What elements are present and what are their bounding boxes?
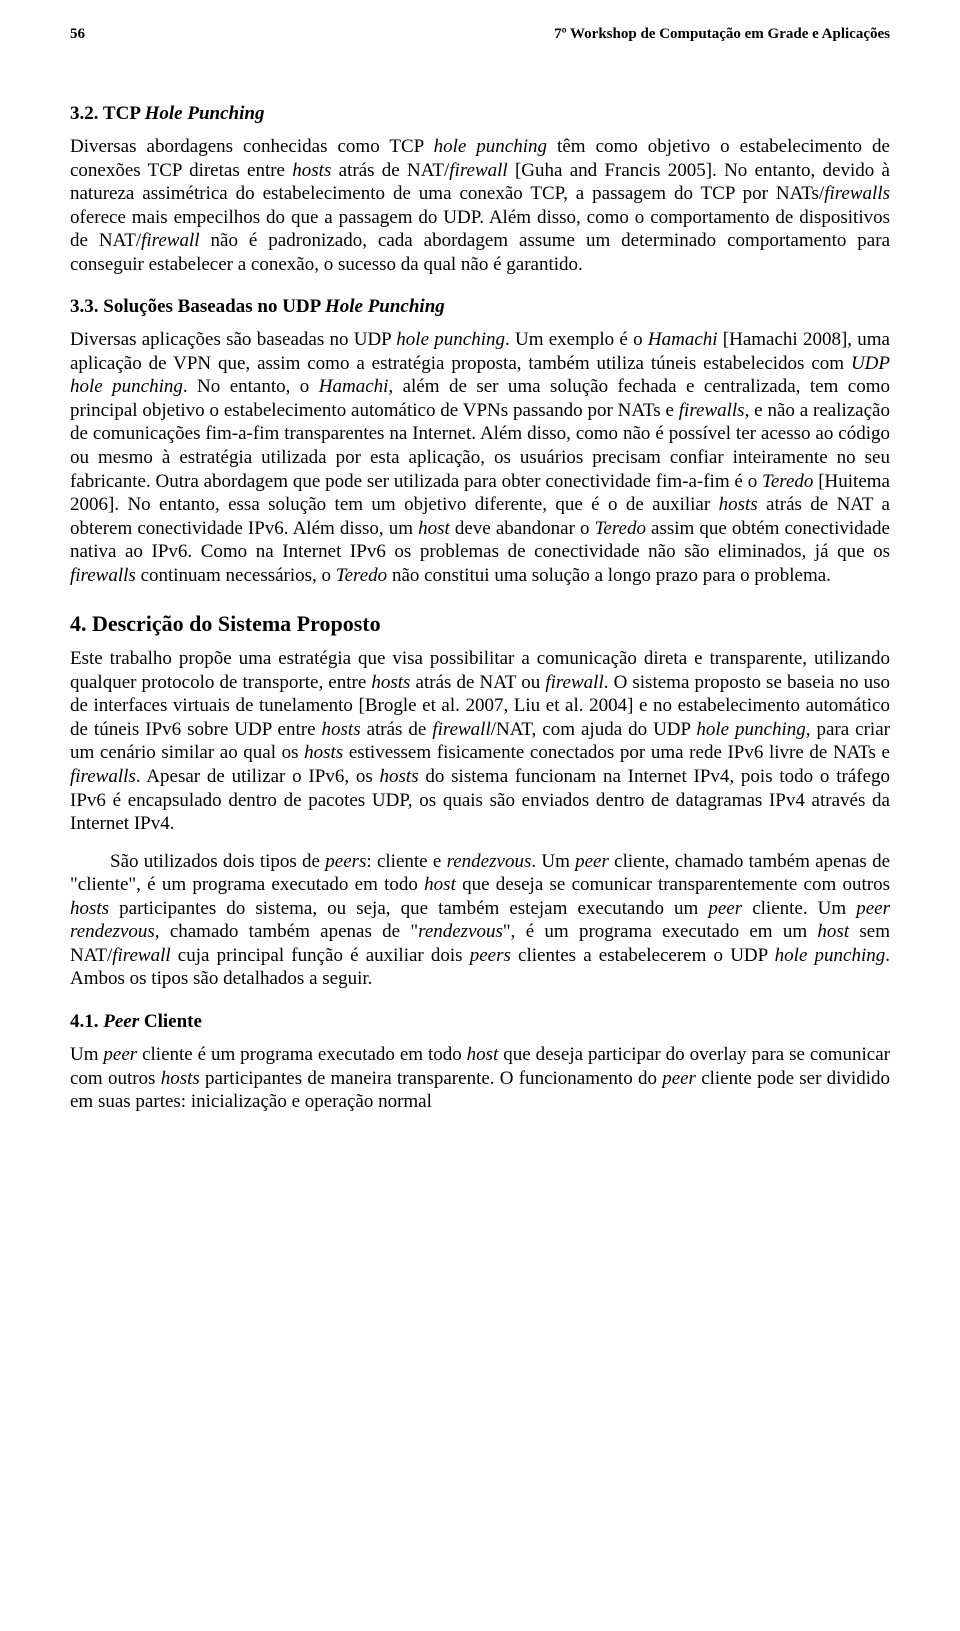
text-run-italic: firewalls [70, 766, 136, 787]
text-run: participantes de maneira transparente. O… [200, 1068, 662, 1089]
heading-4: 4. Descrição do Sistema Proposto [70, 611, 890, 637]
text-run: : cliente e [366, 851, 446, 872]
heading-3-3: 3.3. Soluções Baseadas no UDP Hole Punch… [70, 296, 890, 318]
page-number: 56 [70, 26, 85, 43]
text-run-italic: hosts [371, 672, 410, 693]
text-run: clientes a estabelecerem o UDP [511, 945, 775, 966]
text-run: Diversas aplicações são baseadas no UDP [70, 329, 396, 350]
running-title: 7º Workshop de Computação em Grade e Apl… [554, 26, 890, 43]
heading-number: 3.2. [70, 103, 99, 124]
text-run-italic: Teredo [762, 471, 813, 492]
text-run: São utilizados dois tipos de [110, 851, 325, 872]
text-run-italic: peer [575, 851, 609, 872]
paragraph-4-1: Um peer cliente é um programa executado … [70, 1043, 890, 1114]
text-run: ", é um programa executado em um [503, 921, 818, 942]
text-run-italic: peers [470, 945, 511, 966]
heading-4-1: 4.1. Peer Cliente [70, 1011, 890, 1033]
text-run-italic: firewall [112, 945, 170, 966]
text-run: , chamado também apenas de " [155, 921, 418, 942]
heading-text: Cliente [139, 1011, 202, 1032]
text-run-italic: host [817, 921, 849, 942]
text-run-italic: hosts [322, 719, 361, 740]
text-run-italic: rendezvous [447, 851, 532, 872]
text-run: não constitui uma solução a longo prazo … [387, 565, 831, 586]
text-run-italic: hole punching [775, 945, 886, 966]
text-run: . Apesar de utilizar o IPv6, os [136, 766, 380, 787]
heading-text: Soluções Baseadas no UDP [103, 296, 325, 317]
heading-text: TCP [103, 103, 145, 124]
text-run-italic: host [467, 1044, 499, 1065]
text-run: que deseja se comunicar transparentement… [456, 874, 890, 895]
text-run-italic: Teredo [595, 518, 646, 539]
text-run: atrás de NAT/ [331, 160, 449, 181]
text-run-italic: hosts [292, 160, 331, 181]
text-run: /NAT, com ajuda do UDP [491, 719, 697, 740]
text-run-italic: peer [103, 1044, 137, 1065]
heading-text: Descrição do Sistema Proposto [92, 611, 381, 636]
text-run-italic: Hamachi [648, 329, 718, 350]
heading-italic: Hole Punching [325, 296, 445, 317]
heading-italic: Hole Punching [145, 103, 265, 124]
text-run: . Um exemplo é o [505, 329, 648, 350]
text-run: estivessem fisicamente conectados por um… [343, 742, 890, 763]
text-run-italic: hosts [380, 766, 419, 787]
running-head: 56 7º Workshop de Computação em Grade e … [70, 26, 890, 43]
text-run-italic: firewalls [70, 565, 136, 586]
paragraph-4-b: São utilizados dois tipos de peers: clie… [70, 850, 890, 991]
text-run: cliente. Um [742, 898, 856, 919]
text-run-italic: firewall [449, 160, 507, 181]
text-run: . Um [531, 851, 575, 872]
heading-italic: Peer [103, 1011, 139, 1032]
text-run: atrás de [361, 719, 433, 740]
text-run-italic: hosts [304, 742, 343, 763]
text-run-italic: hole punching [696, 719, 805, 740]
text-run-italic: hole punching [396, 329, 505, 350]
text-run-italic: peer [662, 1068, 696, 1089]
text-run-italic: rendezvous [418, 921, 503, 942]
text-run-italic: Teredo [336, 565, 387, 586]
text-run-italic: firewall [545, 672, 603, 693]
text-run: participantes do sistema, ou seja, que t… [109, 898, 708, 919]
text-run-italic: hosts [719, 494, 758, 515]
text-run: cliente é um programa executado em todo [137, 1044, 466, 1065]
text-run-italic: firewalls [679, 400, 745, 421]
text-run-italic: host [424, 874, 456, 895]
text-run-italic: peers [325, 851, 366, 872]
heading-3-2: 3.2. TCP Hole Punching [70, 103, 890, 125]
text-run-italic: hole punching [434, 136, 547, 157]
text-run: Diversas abordagens conhecidas como TCP [70, 136, 434, 157]
text-run: Um [70, 1044, 103, 1065]
text-run-italic: hosts [70, 898, 109, 919]
paragraph-3-2: Diversas abordagens conhecidas como TCP … [70, 135, 890, 276]
text-run-italic: hosts [161, 1068, 200, 1089]
text-run-italic: firewall [432, 719, 490, 740]
paragraph-3-3: Diversas aplicações são baseadas no UDP … [70, 328, 890, 587]
text-run: atrás de NAT ou [410, 672, 545, 693]
text-run-italic: host [418, 518, 450, 539]
heading-number: 4.1. [70, 1011, 99, 1032]
text-run: continuam necessários, o [136, 565, 336, 586]
text-run: . No entanto, o [183, 376, 319, 397]
text-run: cuja principal função é auxiliar dois [171, 945, 470, 966]
text-run-italic: peer [708, 898, 742, 919]
text-run-italic: firewalls [824, 183, 890, 204]
text-run: deve abandonar o [450, 518, 595, 539]
document-page: 56 7º Workshop de Computação em Grade e … [0, 0, 960, 1631]
text-run-italic: Hamachi [319, 376, 389, 397]
heading-number: 3.3. [70, 296, 99, 317]
text-run-italic: firewall [141, 230, 199, 251]
heading-number: 4. [70, 611, 87, 636]
paragraph-4-a: Este trabalho propõe uma estratégia que … [70, 647, 890, 835]
